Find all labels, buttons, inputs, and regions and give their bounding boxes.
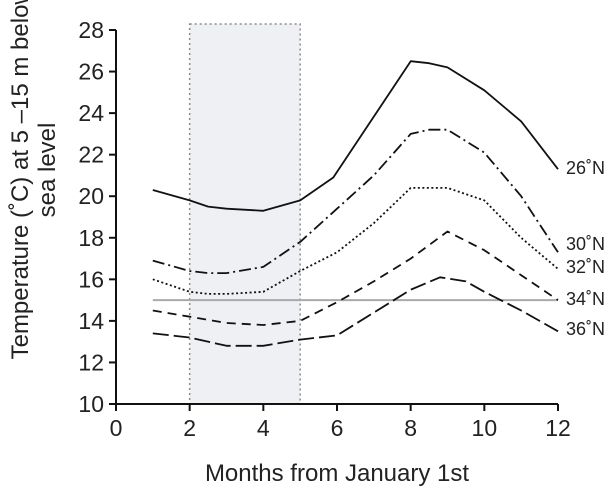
y-tick-label: 16 (78, 266, 104, 292)
series-label-3: 32˚N (566, 257, 605, 277)
x-tick-label: 8 (404, 415, 417, 441)
x-tick-label: 10 (472, 415, 498, 441)
x-tick-label: 0 (110, 415, 123, 441)
series-labels: 26˚N 30˚N 32˚N 34˚N 36˚N (566, 158, 605, 339)
series-lines (152, 60, 559, 347)
series-line-4 (152, 230, 559, 326)
x-tick-label: 6 (331, 415, 344, 441)
x-tick-label: 12 (545, 415, 571, 441)
shaded-period (188, 23, 301, 405)
y-tick-label: 22 (78, 142, 104, 168)
y-axis-title-line-2: sea level (34, 123, 61, 218)
y-tick-label: 24 (78, 100, 104, 126)
series-line-3 (152, 187, 559, 295)
y-axis-title-line-1: Temperature (˚C) at 5 –15 m below (7, 0, 34, 359)
y-tick-label: 28 (78, 17, 104, 43)
y-tick-label: 26 (78, 59, 104, 85)
y-tick-label: 18 (78, 225, 104, 251)
series-label-1: 26˚N (566, 158, 605, 178)
series-line-1 (152, 60, 559, 212)
series-label-2: 30˚N (566, 234, 605, 254)
y-tick-label: 14 (78, 308, 104, 334)
y-tick-label: 10 (78, 391, 104, 417)
y-axis-title: Temperature (˚C) at 5 –15 m below sea le… (7, 0, 61, 359)
series-label-5: 36˚N (566, 319, 605, 339)
y-tick-label: 20 (78, 183, 104, 209)
y-ticks: 10 12 14 16 18 20 22 24 26 28 (78, 17, 116, 417)
x-tick-label: 2 (183, 415, 196, 441)
series-label-4: 34˚N (566, 289, 605, 309)
series-line-2 (152, 128, 559, 274)
x-ticks: 0 2 4 6 8 10 12 (110, 404, 571, 441)
series-line-5 (152, 276, 559, 347)
y-tick-label: 12 (78, 349, 104, 375)
x-tick-label: 4 (257, 415, 270, 441)
x-axis-title: Months from January 1st (205, 460, 469, 487)
